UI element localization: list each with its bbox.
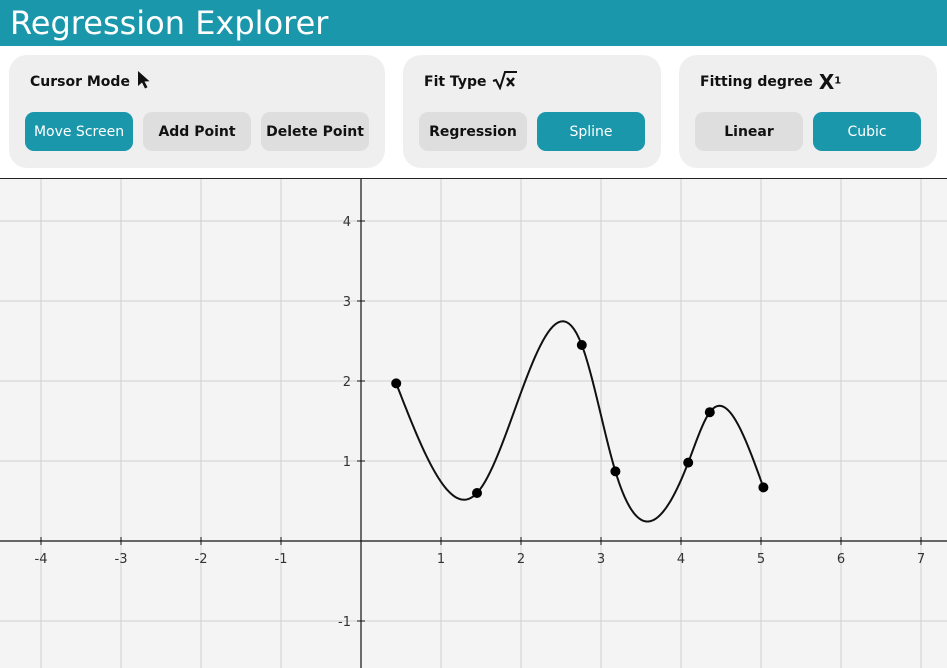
cursor-mode-panel: Cursor Mode Move Screen Add Point Delete… [9, 55, 385, 168]
x-tick-label: 6 [837, 552, 845, 567]
x-tick-label: 5 [757, 552, 765, 567]
regression-button[interactable]: Regression [419, 112, 527, 151]
sqrt-x-icon [492, 70, 518, 94]
x-tick-label: 4 [677, 552, 685, 567]
cubic-button[interactable]: Cubic [813, 112, 921, 151]
y-tick-label: 4 [343, 215, 351, 230]
data-point[interactable] [758, 482, 769, 493]
data-point[interactable] [704, 407, 715, 418]
fitting-degree-label: Fitting degree [700, 74, 813, 90]
fitting-degree-panel: Fitting degree X1 Linear Cubic [679, 55, 937, 168]
y-tick-label: 2 [343, 375, 351, 390]
data-point[interactable] [391, 378, 402, 389]
y-tick-label: -1 [338, 615, 351, 630]
delete-point-button[interactable]: Delete Point [261, 112, 369, 151]
y-tick-label: 3 [343, 295, 351, 310]
x-superscript-icon: X1 [818, 70, 842, 94]
x-tick-label: 2 [517, 552, 525, 567]
linear-button[interactable]: Linear [695, 112, 803, 151]
regression-chart[interactable]: -4 -3 -2 -1 1 2 3 4 5 6 7 -1 1 2 3 4 [0, 179, 947, 668]
x-tick-label: 1 [437, 552, 445, 567]
x-tick-label: -3 [115, 552, 128, 567]
data-point[interactable] [472, 488, 482, 498]
plot-background [0, 179, 947, 668]
cursor-mode-label: Cursor Mode [30, 74, 130, 90]
x-tick-label: -2 [195, 552, 208, 567]
title-bar: Regression Explorer [0, 0, 947, 46]
spline-button[interactable]: Spline [537, 112, 645, 151]
plot-canvas[interactable]: -4 -3 -2 -1 1 2 3 4 5 6 7 -1 1 2 3 4 [0, 178, 947, 668]
x-tick-label: -1 [275, 552, 288, 567]
data-point[interactable] [576, 340, 587, 350]
add-point-button[interactable]: Add Point [143, 112, 251, 151]
y-tick-label: 1 [343, 455, 351, 470]
data-point[interactable] [610, 466, 621, 477]
x-tick-label: -4 [35, 552, 48, 567]
x-tick-label: 3 [597, 552, 605, 567]
data-point[interactable] [683, 457, 694, 468]
fit-type-label: Fit Type [424, 74, 487, 90]
fit-type-panel: Fit Type Regression Spline [403, 55, 661, 168]
x-tick-label: 7 [917, 552, 925, 567]
cursor-arrow-icon [136, 70, 152, 94]
move-screen-button[interactable]: Move Screen [25, 112, 133, 151]
app-title: Regression Explorer [10, 4, 329, 42]
